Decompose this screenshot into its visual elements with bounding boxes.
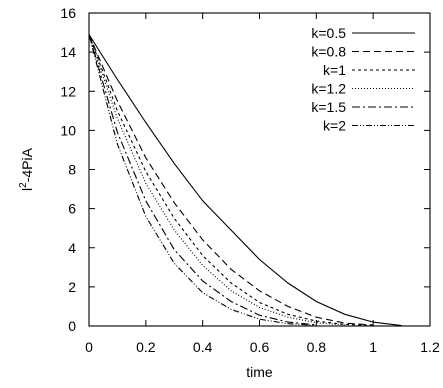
y-tick-label: 14 bbox=[60, 44, 76, 60]
x-tick-label: 0.6 bbox=[250, 339, 270, 355]
legend-entry-label: k=1 bbox=[323, 62, 346, 78]
x-tick-label: 0 bbox=[85, 339, 93, 355]
y-tick-label: 10 bbox=[60, 122, 76, 138]
y-tick-label: 0 bbox=[68, 318, 76, 334]
legend-entry-label: k=2 bbox=[323, 118, 346, 134]
series-line bbox=[88, 34, 402, 327]
x-axis-label: time bbox=[246, 364, 273, 380]
series-line bbox=[88, 34, 374, 327]
x-tick-label: 0.4 bbox=[193, 339, 213, 355]
y-axis-label: l2-4PiA bbox=[18, 147, 35, 191]
legend-entry-label: k=0.5 bbox=[311, 25, 346, 41]
plot-frame bbox=[88, 12, 431, 327]
axis-ticks: 0 0.2 0.4 0.6 0.8 1 1.2 0 2 4 6 8 10 12 14 16 bbox=[60, 5, 440, 355]
series-line bbox=[88, 34, 374, 326]
series-line bbox=[88, 34, 317, 326]
y-tick-label: 2 bbox=[68, 279, 76, 295]
y-tick-label: 16 bbox=[60, 5, 76, 21]
legend: k=0.5 k=0.8 k=1 k=1.2 k=1.5 k=2 bbox=[311, 25, 415, 134]
x-tick-label: 1 bbox=[369, 339, 377, 355]
x-tick-label: 0.8 bbox=[307, 339, 327, 355]
y-tick-label: 4 bbox=[68, 240, 76, 256]
legend-entry-label: k=1.5 bbox=[311, 99, 346, 115]
y-tick-label: 8 bbox=[68, 162, 76, 178]
series-line bbox=[88, 34, 317, 326]
y-axis-label-superscript: 2 bbox=[18, 182, 29, 188]
x-tick-label: 0.2 bbox=[136, 339, 156, 355]
y-tick-label: 6 bbox=[68, 201, 76, 217]
data-series bbox=[88, 34, 402, 327]
series-line bbox=[88, 34, 345, 326]
x-tick-label: 1.2 bbox=[420, 339, 440, 355]
legend-entry-label: k=0.8 bbox=[311, 44, 346, 60]
legend-entry-label: k=1.2 bbox=[311, 81, 346, 97]
y-tick-label: 12 bbox=[60, 83, 76, 99]
